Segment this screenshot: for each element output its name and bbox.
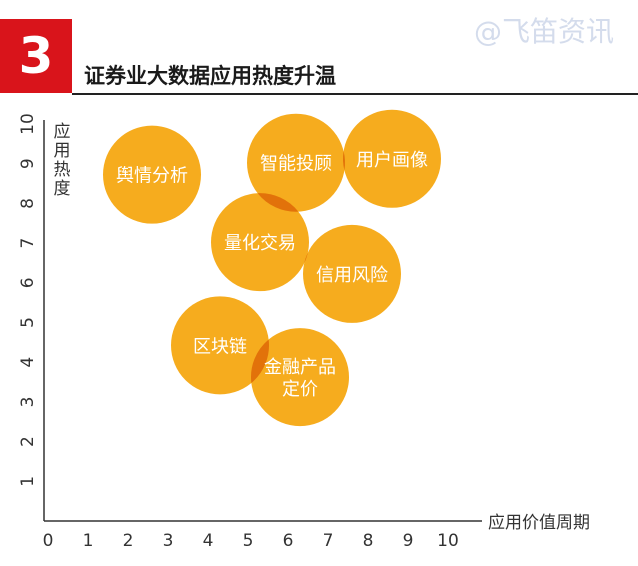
y-tick-label: 10 xyxy=(18,113,38,135)
x-tick-label: 10 xyxy=(437,531,459,551)
x-tick-label: 8 xyxy=(363,531,374,551)
bubble-label: 定价 xyxy=(282,379,318,400)
y-tick-label: 8 xyxy=(18,198,38,209)
y-tick-label: 4 xyxy=(18,357,38,368)
x-axis-label: 应用价值周期 xyxy=(488,513,590,533)
y-tick-label: 6 xyxy=(18,277,38,288)
bubble-4 xyxy=(303,224,401,323)
x-tick-label: 7 xyxy=(323,531,334,551)
ticks-group: 0 1 2 3 4 5 6 7 8 9 10 1 2 3 4 5 6 7 8 9 10 xyxy=(18,113,459,551)
page-title: 证券业大数据应用热度升温 xyxy=(84,64,336,88)
x-tick-label: 2 xyxy=(123,531,134,551)
x-tick-label: 4 xyxy=(203,531,214,551)
x-tick-label: 0 xyxy=(43,531,54,551)
title-divider xyxy=(72,93,638,95)
y-axis-label-char: 热 xyxy=(54,160,71,180)
x-tick-label: 6 xyxy=(283,531,294,551)
bubble-2 xyxy=(343,109,441,208)
y-tick-label: 7 xyxy=(18,238,38,249)
bubble-6 xyxy=(251,328,349,427)
y-axis-label-char: 度 xyxy=(54,179,71,199)
y-tick-label: 3 xyxy=(18,396,38,407)
section-number-badge: 3 xyxy=(0,19,72,93)
bubble-overlap xyxy=(257,193,299,212)
y-axis-label: 应用热度 xyxy=(54,122,71,199)
y-axis-label-char: 用 xyxy=(54,141,71,161)
bubble-label: 舆情分析 xyxy=(116,166,188,187)
bubble-label: 量化交易 xyxy=(224,233,296,254)
bubble-label: 用户画像 xyxy=(356,150,428,171)
bubble-0 xyxy=(103,125,201,224)
y-tick-label: 1 xyxy=(18,476,38,487)
bubbles-group xyxy=(103,109,441,427)
y-tick-label: 2 xyxy=(18,436,38,447)
bubble-overlap xyxy=(250,339,269,384)
watermark: @飞笛资讯 xyxy=(473,15,614,48)
x-tick-label: 3 xyxy=(163,531,174,551)
bubble-overlap xyxy=(343,151,345,171)
bubble-overlap xyxy=(304,252,308,264)
y-axis-label-char: 应 xyxy=(54,122,71,142)
section-number: 3 xyxy=(18,27,54,85)
bubble-label: 金融产品 xyxy=(264,357,336,378)
bubble-1 xyxy=(247,113,345,212)
bubble-label: 区块链 xyxy=(193,336,247,357)
bubble-5 xyxy=(171,296,269,395)
x-tick-label: 1 xyxy=(83,531,94,551)
x-tick-label: 5 xyxy=(243,531,254,551)
y-tick-label: 5 xyxy=(18,317,38,328)
bubble-label: 智能投顾 xyxy=(260,154,332,175)
bubble-label: 信用风险 xyxy=(316,265,388,286)
bubble-3 xyxy=(211,193,309,292)
x-tick-label: 9 xyxy=(403,531,414,551)
y-tick-label: 9 xyxy=(18,158,38,169)
